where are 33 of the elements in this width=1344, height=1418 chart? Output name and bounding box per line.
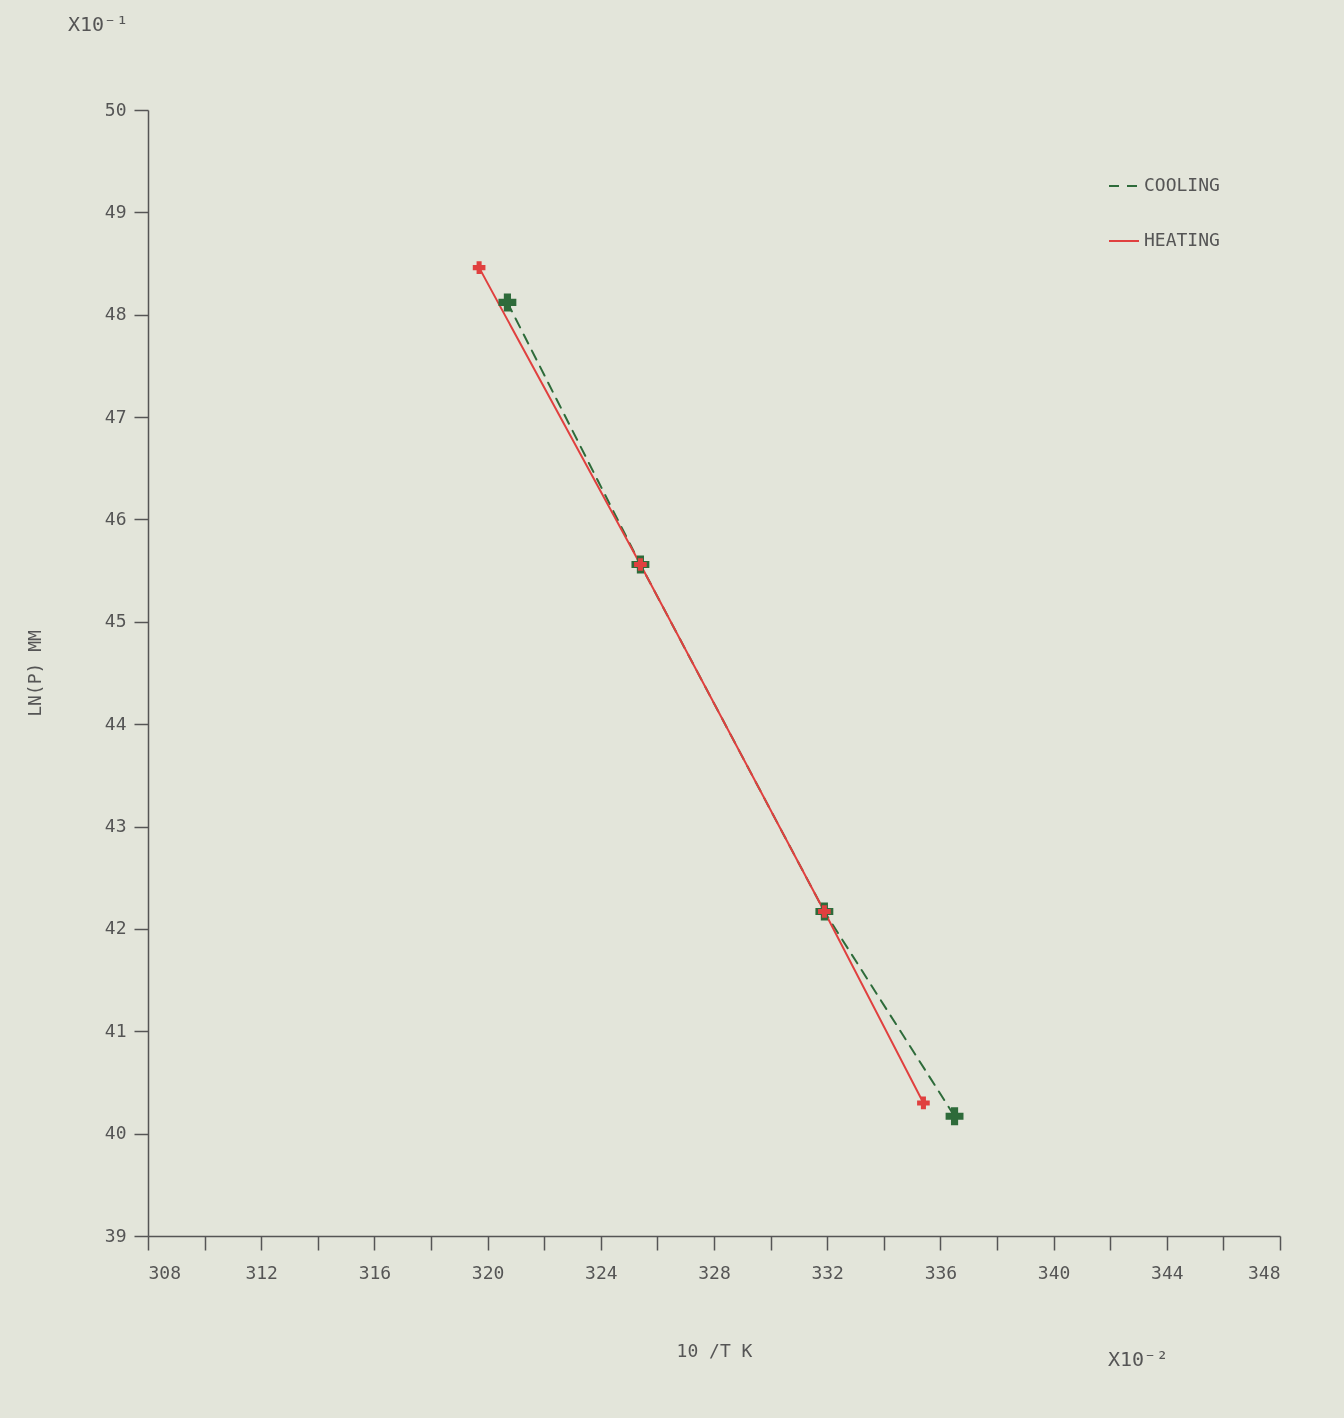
x-tick-label: 328 <box>698 1261 731 1283</box>
x-tick-label: 312 <box>245 1261 278 1283</box>
x-tick-label: 332 <box>811 1261 844 1283</box>
y-tick-label: 50 <box>104 98 127 120</box>
y-tick-label: 44 <box>104 712 127 734</box>
y-tick-label: 45 <box>104 610 127 632</box>
y-tick-label: 47 <box>104 405 127 427</box>
point <box>472 261 486 274</box>
x-axis-title: 10 /T K <box>676 1339 753 1361</box>
text: X10⁻¹ <box>68 12 129 36</box>
y-tick-label: 48 <box>104 303 127 325</box>
text: X10⁻² <box>1108 1347 1169 1371</box>
point <box>917 1096 930 1110</box>
x-tick-label: 324 <box>585 1261 618 1283</box>
x-tick-label: 316 <box>358 1261 392 1283</box>
y-axis-title: LN(P) MM <box>23 629 45 717</box>
y-tick-label: 40 <box>104 1122 127 1144</box>
x-tick-label: 340 <box>1037 1261 1071 1283</box>
y-tick-label: 39 <box>104 1224 127 1246</box>
legend-label: HEATING <box>1144 229 1220 250</box>
x-tick-label: 308 <box>148 1261 182 1283</box>
y-tick-label: 46 <box>104 507 127 529</box>
x-tick-label: 336 <box>924 1261 958 1283</box>
y-tick-label: 42 <box>104 917 127 939</box>
point <box>945 1107 964 1126</box>
y-tick-label: 43 <box>104 815 127 837</box>
y-tick-label: 49 <box>104 200 127 222</box>
x-tick-label: 344 <box>1151 1261 1184 1283</box>
y-tick-label: 41 <box>104 1019 127 1041</box>
x-tick-label: 348 <box>1247 1261 1281 1283</box>
legend-label: COOLING <box>1144 174 1220 195</box>
x-tick-label: 320 <box>471 1261 505 1283</box>
point <box>498 293 517 312</box>
